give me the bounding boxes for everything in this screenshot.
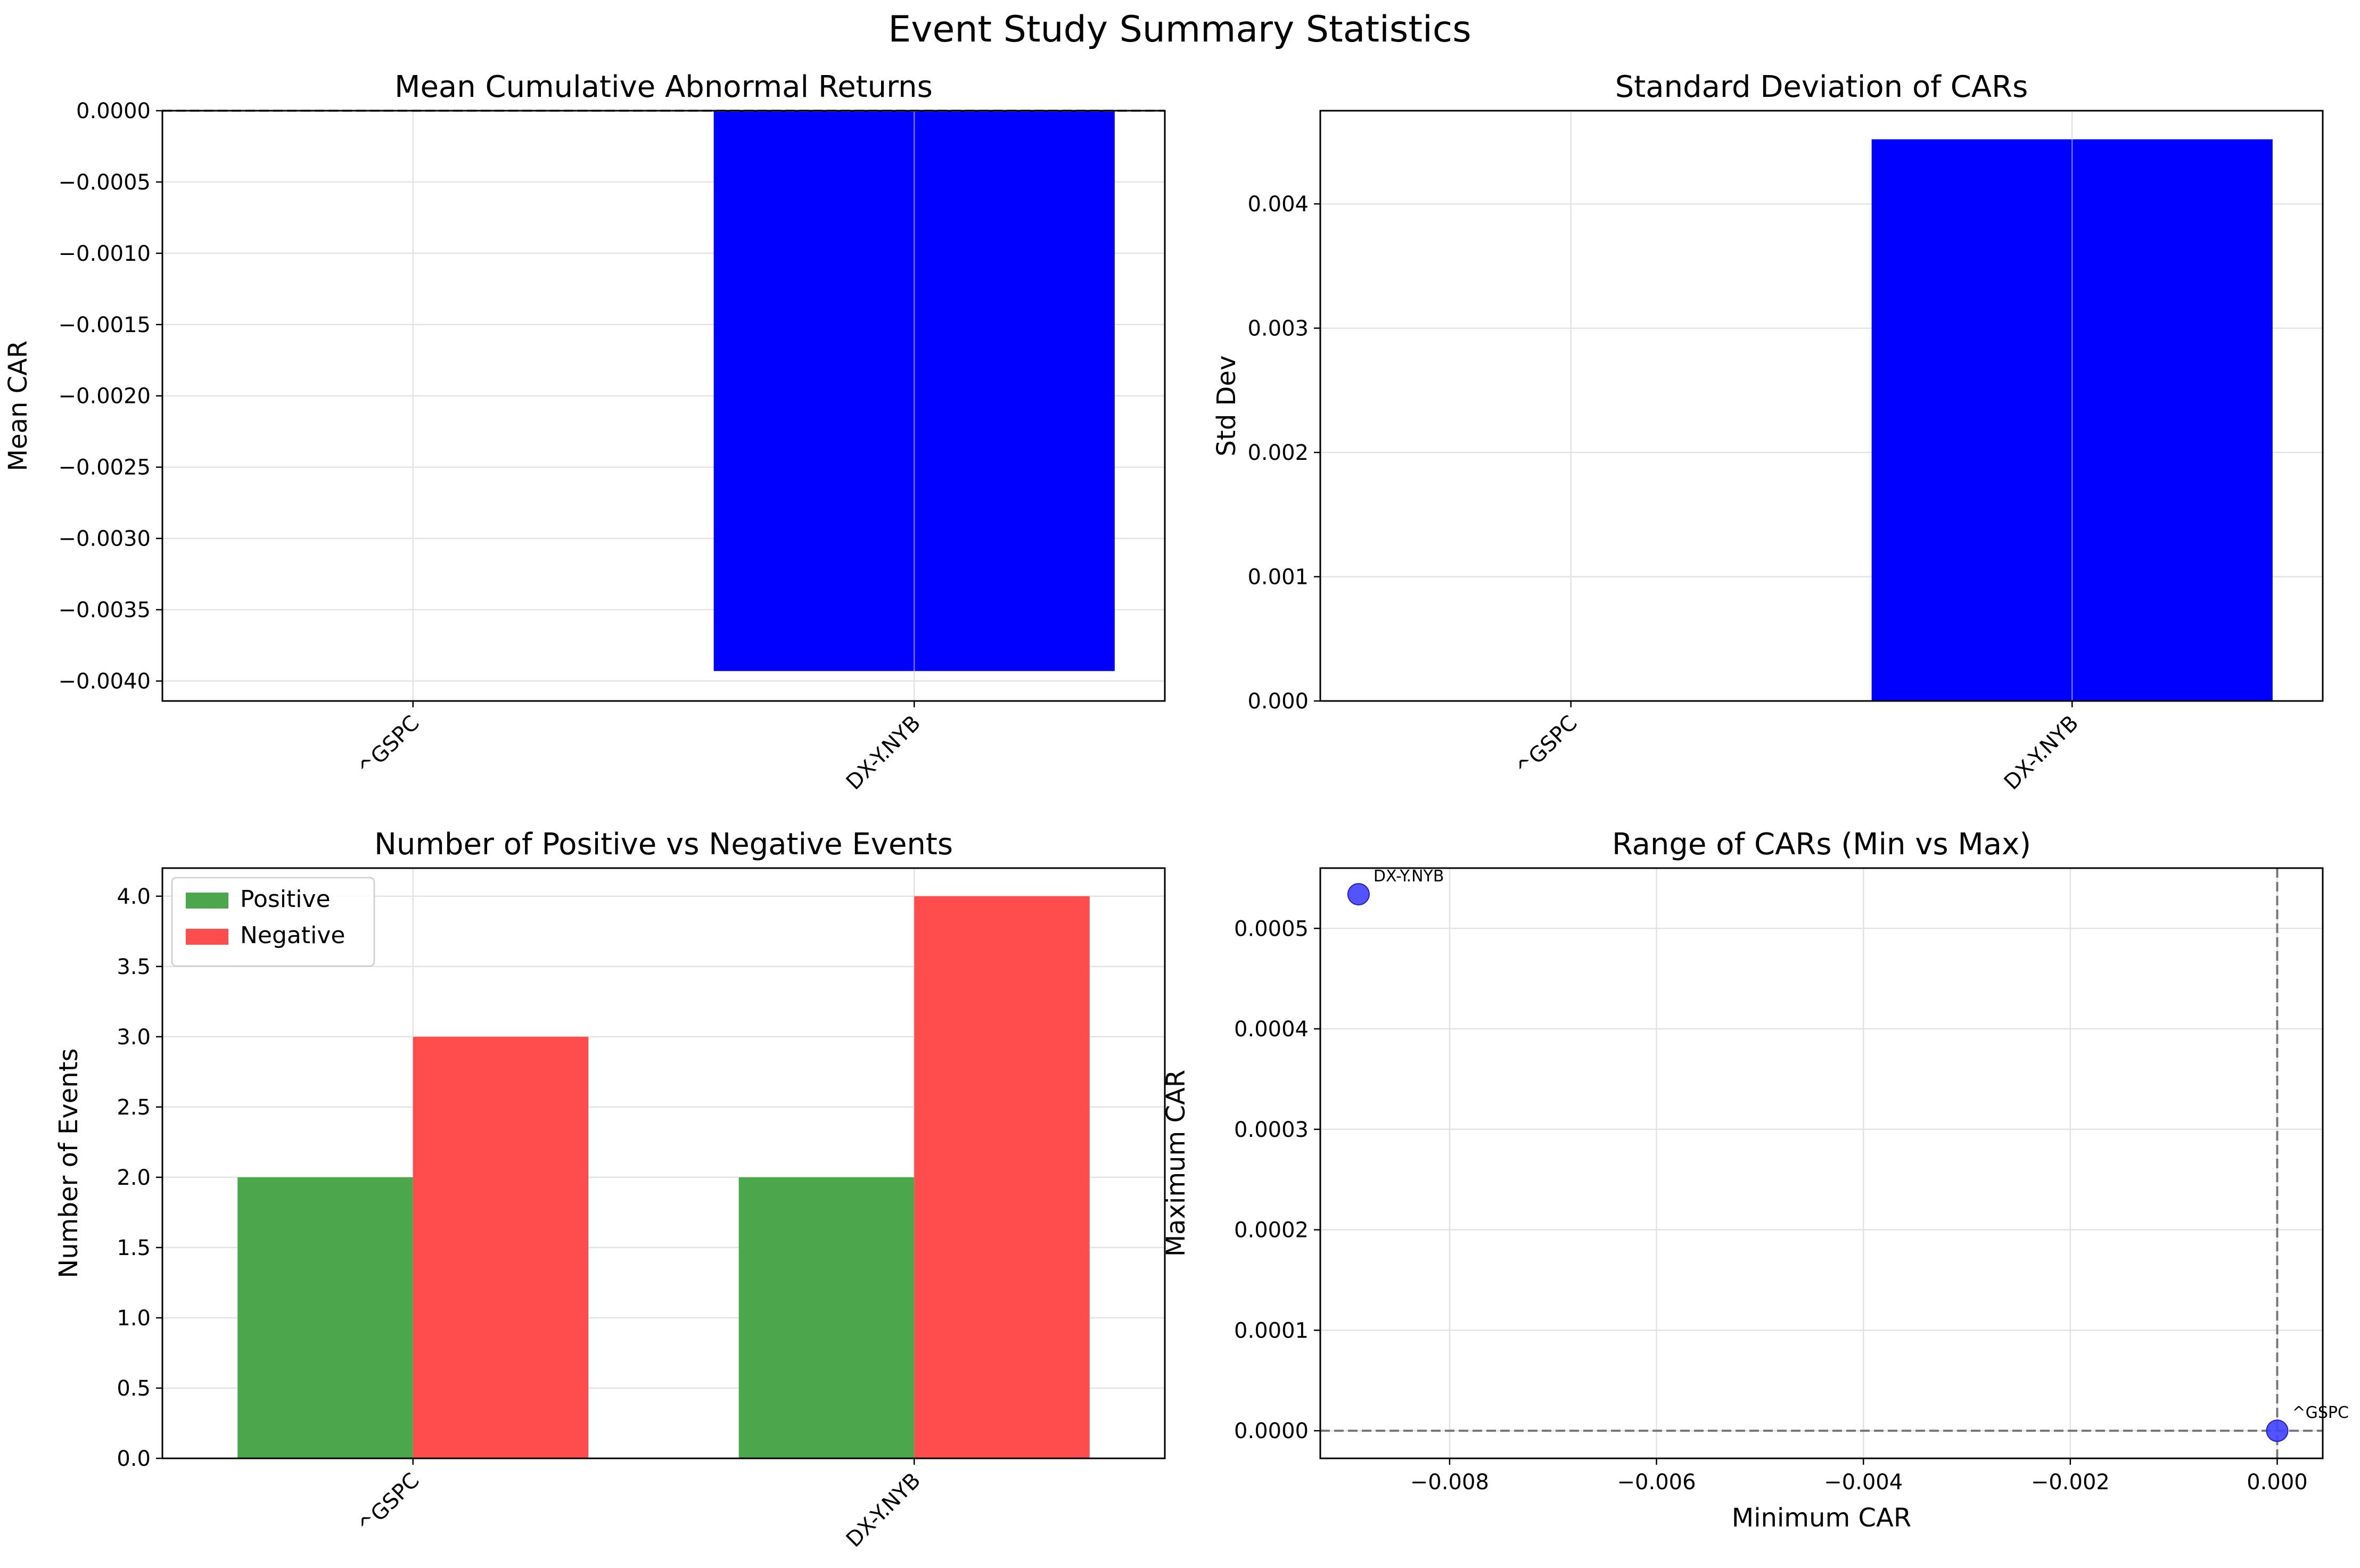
y-tick-label: 0.000 — [1247, 689, 1309, 714]
chart-title: Range of CARs (Min vs Max) — [1612, 827, 2031, 862]
y-tick-label: 3.5 — [117, 955, 151, 979]
y-tick-label: −0.0025 — [59, 456, 151, 480]
y-tick-label: 0.0001 — [1234, 1318, 1309, 1343]
bar-negative-gspc — [413, 1036, 589, 1458]
axes-frame — [1319, 110, 2324, 702]
bar-positive-dxynyb — [738, 1177, 915, 1458]
y-tick-label: 0.0002 — [1234, 1218, 1309, 1243]
bar-negative-dxynyb — [914, 896, 1090, 1458]
y-tick-label: −0.0020 — [59, 384, 151, 409]
chart-title: Standard Deviation of CARs — [1615, 70, 2028, 104]
y-tick-label: 1.5 — [117, 1236, 151, 1260]
y-tick-label: 1.0 — [117, 1306, 151, 1331]
y-axis-label: Maximum CAR — [1161, 1070, 1191, 1257]
chart-title: Number of Positive vs Negative Events — [374, 827, 953, 862]
point-annotation: ^GSPC — [2292, 1404, 2348, 1422]
axes-frame — [161, 867, 1166, 1459]
chart-2: 0.0000.0010.0020.0030.004^GSPC DX-Y.NYBSt… — [1212, 70, 2324, 795]
scatter-point-gspc — [2266, 1420, 2289, 1442]
y-tick-label: 3.0 — [117, 1025, 151, 1050]
y-tick-label: 0.0005 — [1234, 917, 1309, 941]
y-tick-label: −0.0035 — [59, 598, 151, 623]
chart-title: Mean Cumulative Abnormal Returns — [394, 70, 933, 104]
y-tick-label: 0.004 — [1247, 192, 1309, 217]
axes-frame — [161, 110, 1166, 702]
legend-label-negative: Negative — [240, 922, 345, 949]
x-tick-label: −0.004 — [1824, 1470, 1903, 1495]
x-tick-label: −0.006 — [1617, 1470, 1696, 1495]
y-tick-label: 0.003 — [1247, 317, 1309, 341]
bar-positive-gspc — [237, 1177, 413, 1458]
y-tick-label: −0.0015 — [59, 313, 151, 337]
point-annotation: DX-Y.NYB — [1374, 867, 1444, 886]
y-tick-label: 0.001 — [1247, 565, 1309, 590]
y-axis-label: Number of Events — [54, 1048, 84, 1278]
y-tick-label: 0.002 — [1247, 441, 1309, 465]
y-tick-label: 0.0 — [117, 1447, 151, 1471]
y-tick-label: 0.0000 — [76, 99, 151, 123]
y-tick-label: 0.5 — [117, 1376, 151, 1401]
y-tick-label: −0.0010 — [59, 242, 151, 266]
y-tick-label: 0.0000 — [1234, 1419, 1309, 1443]
x-tick-label: −0.002 — [2031, 1470, 2110, 1495]
y-axis-label: Std Dev — [1212, 356, 1241, 457]
figure-suptitle: Event Study Summary Statistics — [888, 9, 1471, 51]
x-axis-label: Minimum CAR — [1732, 1503, 1911, 1533]
legend-swatch-negative — [186, 929, 228, 945]
chart-4: DX-Y.NYB ^GSPC 0.0000 0.0001 0.0002 0.0003 0.0… — [1161, 827, 2349, 1533]
x-tick-label: −0.008 — [1410, 1470, 1489, 1495]
charts-container: 0.0000 −0.0005 −0.0010 −0.0015 −0.0020 −0.002… — [3, 70, 2349, 1552]
axes-frame — [1319, 867, 2324, 1459]
chart-3: 0.00.51.01.52.02.53.03.54.0^GSPC DX-Y.NYB… — [54, 827, 1166, 1552]
x-tick-label: 0.000 — [2247, 1470, 2308, 1495]
y-tick-label: 4.0 — [117, 885, 151, 909]
scatter-point-dxynyb — [1347, 883, 1370, 906]
legend-swatch-positive — [186, 893, 228, 909]
y-tick-label: −0.0030 — [59, 527, 151, 551]
y-tick-label: 0.0003 — [1234, 1118, 1309, 1142]
y-tick-label: 0.0004 — [1234, 1017, 1309, 1042]
y-axis-label: Mean CAR — [3, 341, 33, 472]
legend: Positive Negative — [171, 877, 375, 967]
legend-label-positive: Positive — [240, 886, 331, 913]
grid-lines — [1320, 868, 2323, 1458]
y-tick-label: −0.0040 — [59, 669, 151, 694]
y-tick-label: 2.5 — [117, 1095, 151, 1120]
y-tick-label: 2.0 — [117, 1166, 151, 1190]
y-tick-label: −0.0005 — [59, 170, 151, 195]
